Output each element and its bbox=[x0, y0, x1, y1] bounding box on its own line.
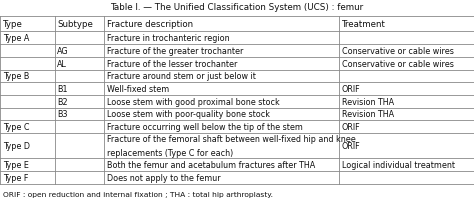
Text: Type B: Type B bbox=[3, 72, 29, 81]
Text: Conservative or cable wires: Conservative or cable wires bbox=[342, 47, 454, 56]
Text: ORIF : open reduction and internal fixation ; THA : total hip arthroplasty.: ORIF : open reduction and internal fixat… bbox=[3, 191, 273, 197]
Text: Treatment: Treatment bbox=[342, 20, 386, 29]
Text: Fracture of the greater trochanter: Fracture of the greater trochanter bbox=[107, 47, 244, 56]
Text: Fracture of the femoral shaft between well-fixed hip and knee: Fracture of the femoral shaft between we… bbox=[107, 134, 356, 143]
Text: Loose stem with poor-quality bone stock: Loose stem with poor-quality bone stock bbox=[107, 110, 270, 119]
Text: Logical individual treatment: Logical individual treatment bbox=[342, 160, 455, 169]
Text: B2: B2 bbox=[57, 97, 68, 106]
Text: replacements (Type C for each): replacements (Type C for each) bbox=[107, 148, 233, 158]
Text: Type F: Type F bbox=[3, 173, 28, 182]
Text: Revision THA: Revision THA bbox=[342, 97, 394, 106]
Text: ORIF: ORIF bbox=[342, 123, 360, 132]
Text: Table I. — The Unified Classification System (UCS) : femur: Table I. — The Unified Classification Sy… bbox=[110, 3, 364, 12]
Text: Does not apply to the femur: Does not apply to the femur bbox=[107, 173, 221, 182]
Text: Type A: Type A bbox=[3, 34, 29, 43]
Text: Type E: Type E bbox=[3, 160, 29, 169]
Text: B1: B1 bbox=[57, 85, 68, 94]
Text: Conservative or cable wires: Conservative or cable wires bbox=[342, 59, 454, 68]
Text: Type C: Type C bbox=[3, 123, 29, 132]
Text: Type D: Type D bbox=[3, 141, 30, 150]
Text: B3: B3 bbox=[57, 110, 68, 119]
Text: Revision THA: Revision THA bbox=[342, 110, 394, 119]
Text: Fracture occurring well below the tip of the stem: Fracture occurring well below the tip of… bbox=[107, 123, 303, 132]
Text: ORIF: ORIF bbox=[342, 85, 360, 94]
Text: Both the femur and acetabulum fractures after THA: Both the femur and acetabulum fractures … bbox=[107, 160, 315, 169]
Text: Well-fixed stem: Well-fixed stem bbox=[107, 85, 169, 94]
Text: Subtype: Subtype bbox=[57, 20, 93, 29]
Text: Type: Type bbox=[3, 20, 23, 29]
Text: AL: AL bbox=[57, 59, 67, 68]
Text: Fracture around stem or just below it: Fracture around stem or just below it bbox=[107, 72, 256, 81]
Text: Fracture description: Fracture description bbox=[107, 20, 193, 29]
Text: ORIF: ORIF bbox=[342, 141, 360, 150]
Text: Fracture of the lesser trochanter: Fracture of the lesser trochanter bbox=[107, 59, 237, 68]
Text: Loose stem with good proximal bone stock: Loose stem with good proximal bone stock bbox=[107, 97, 280, 106]
Text: Fracture in trochanteric region: Fracture in trochanteric region bbox=[107, 34, 230, 43]
Text: AG: AG bbox=[57, 47, 69, 56]
